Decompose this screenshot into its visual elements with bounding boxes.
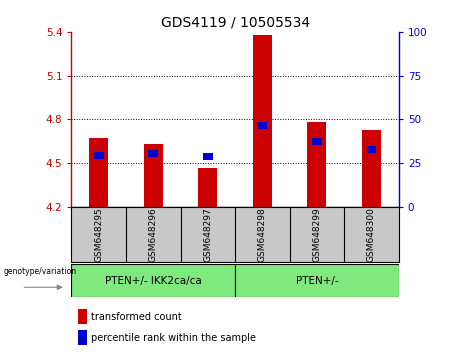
Bar [366, 146, 376, 153]
Text: GSM648296: GSM648296 [149, 207, 158, 262]
Bar [203, 153, 213, 160]
Bar [362, 130, 381, 207]
Bar [94, 152, 104, 159]
Bar [148, 150, 158, 158]
Bar [78, 330, 87, 345]
Text: GSM648299: GSM648299 [313, 207, 321, 262]
Text: GSM648297: GSM648297 [203, 207, 213, 262]
Text: GSM648295: GSM648295 [94, 207, 103, 262]
Text: GSM648300: GSM648300 [367, 207, 376, 262]
Text: transformed count: transformed count [91, 312, 182, 322]
Bar [312, 138, 322, 145]
Text: PTEN+/-: PTEN+/- [296, 275, 338, 286]
Bar [71, 264, 235, 297]
Bar [144, 144, 163, 207]
Bar [235, 264, 399, 297]
Bar [307, 122, 326, 207]
Bar [258, 122, 267, 129]
Bar [89, 138, 108, 207]
Title: GDS4119 / 10505534: GDS4119 / 10505534 [160, 15, 310, 29]
Text: GSM648298: GSM648298 [258, 207, 267, 262]
Text: PTEN+/- IKK2ca/ca: PTEN+/- IKK2ca/ca [105, 275, 201, 286]
Bar [78, 309, 87, 324]
Text: percentile rank within the sample: percentile rank within the sample [91, 332, 256, 343]
Bar [198, 168, 218, 207]
Bar [253, 35, 272, 207]
Text: genotype/variation: genotype/variation [4, 267, 77, 276]
